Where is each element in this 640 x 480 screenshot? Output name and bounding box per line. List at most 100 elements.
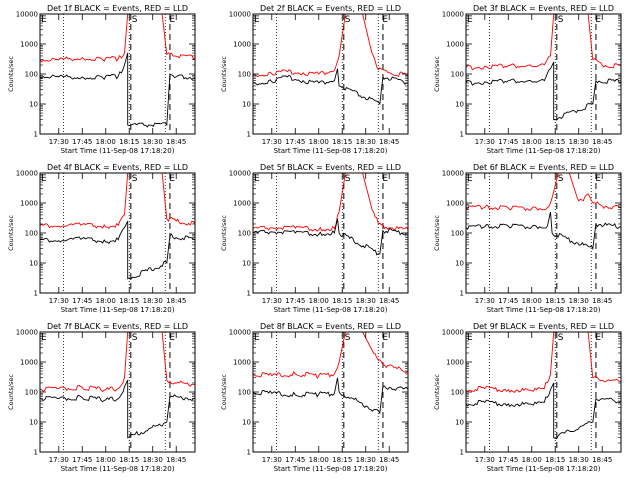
x-tick-label: 17:30 (49, 138, 69, 146)
x-tick-label: 18:00 (96, 138, 116, 146)
x-tick-label: 18:30 (569, 456, 589, 464)
y-tick-label: 10 (242, 260, 251, 268)
y-tick-label: 10000 (229, 170, 251, 178)
x-tick-label: 18:00 (309, 456, 329, 464)
x-tick-label: 18:15 (332, 456, 352, 464)
event-annotation-label: E (169, 15, 175, 25)
x-axis-label: Start Time (11-Sep-08 17:18:20) (487, 147, 601, 155)
y-axis-label: Counts/sec (220, 56, 228, 92)
x-tick-label: 18:15 (332, 297, 352, 305)
panel-det-3: Det 3f BLACK = Events, RED = LLD 1 10 100 10… (433, 4, 622, 155)
y-axis-label: Counts/sec (7, 215, 15, 251)
x-axis-label: Start Time (11-Sep-08 17:18:20) (61, 147, 175, 155)
x-tick-label: 18:00 (522, 456, 542, 464)
panel-det-6: Det 6f BLACK = Events, RED = LLD 1 10 100 10… (433, 163, 622, 314)
x-axis-label: Start Time (11-Sep-08 17:18:20) (61, 465, 175, 473)
panel-title: Det 7f BLACK = Events, RED = LLD (47, 322, 188, 331)
events-series-line (465, 382, 622, 440)
event-annotation-label: S (558, 15, 564, 25)
event-annotation-label: E (41, 15, 47, 25)
y-tick-label: 10000 (229, 329, 251, 337)
x-tick-label: 17:45 (498, 456, 518, 464)
event-annotation-label: S (345, 15, 351, 25)
x-tick-label: 17:45 (498, 138, 518, 146)
y-tick-label: 1000 (20, 359, 38, 367)
y-tick-label: 10000 (16, 170, 38, 178)
y-tick-label: 100 (238, 230, 251, 238)
y-tick-label: 100 (451, 71, 464, 79)
x-tick-label: 18:30 (356, 138, 376, 146)
y-tick-label: 1000 (446, 359, 464, 367)
y-tick-label: 1000 (446, 41, 464, 49)
panel-title: Det 6f BLACK = Events, RED = LLD (473, 163, 614, 172)
y-tick-label: 1000 (233, 41, 251, 49)
y-tick-label: 10 (455, 260, 464, 268)
lld-series-line (465, 172, 622, 212)
x-tick-label: 17:30 (475, 138, 495, 146)
y-tick-label: 10000 (442, 329, 464, 337)
x-tick-label: 18:15 (545, 138, 565, 146)
event-annotation-label: E (169, 174, 175, 184)
events-series-line (39, 52, 196, 128)
events-series-line (465, 61, 622, 121)
x-tick-label: 18:30 (143, 297, 163, 305)
events-series-line (252, 218, 409, 256)
event-annotation-label: S (558, 333, 564, 343)
events-series-line (39, 379, 196, 439)
y-tick-label: 10 (29, 101, 38, 109)
y-tick-label: 10 (455, 419, 464, 427)
x-tick-label: 18:15 (119, 456, 139, 464)
panel-det-8: Det 8f BLACK = Events, RED = LLD 1 10 100 10… (220, 322, 409, 473)
panel-det-7: Det 7f BLACK = Events, RED = LLD 1 10 100 10… (7, 322, 196, 473)
y-tick-label: 1 (460, 449, 464, 457)
x-axis-label: Start Time (11-Sep-08 17:18:20) (487, 306, 601, 314)
x-tick-label: 18:30 (569, 297, 589, 305)
x-tick-label: 18:45 (379, 297, 399, 305)
x-tick-label: 17:45 (72, 456, 92, 464)
y-tick-label: 100 (25, 389, 38, 397)
y-tick-label: 1000 (20, 200, 38, 208)
panel-det-5: Det 5f BLACK = Events, RED = LLD 1 10 100 10… (220, 163, 409, 314)
y-tick-label: 1 (34, 449, 38, 457)
x-tick-label: 17:45 (285, 297, 305, 305)
y-tick-label: 10 (455, 101, 464, 109)
y-tick-label: 1 (460, 131, 464, 139)
lld-series-line (252, 172, 409, 232)
x-tick-label: 18:45 (592, 138, 612, 146)
x-tick-label: 18:15 (545, 297, 565, 305)
x-tick-label: 18:00 (309, 138, 329, 146)
event-annotation-label: E (467, 333, 473, 343)
x-axis-label: Start Time (11-Sep-08 17:18:20) (61, 306, 175, 314)
event-annotation-label: E (254, 333, 260, 343)
x-tick-label: 18:30 (569, 138, 589, 146)
y-tick-label: 100 (25, 230, 38, 238)
panel-title: Det 4f BLACK = Events, RED = LLD (47, 163, 188, 172)
y-tick-label: 10000 (229, 11, 251, 19)
x-tick-label: 17:45 (72, 138, 92, 146)
x-tick-label: 17:45 (285, 138, 305, 146)
y-tick-label: 100 (238, 71, 251, 79)
events-series-line (39, 220, 196, 281)
x-tick-label: 17:45 (72, 297, 92, 305)
panel-title: Det 1f BLACK = Events, RED = LLD (47, 4, 188, 13)
x-tick-label: 17:45 (498, 297, 518, 305)
event-annotation-label: S (558, 174, 564, 184)
x-tick-label: 17:30 (262, 138, 282, 146)
y-tick-label: 10 (29, 419, 38, 427)
x-tick-label: 17:30 (49, 297, 69, 305)
x-tick-label: 17:30 (475, 456, 495, 464)
event-annotation-label: S (345, 333, 351, 343)
event-annotation-label: E (467, 174, 473, 184)
x-tick-label: 18:15 (119, 297, 139, 305)
y-tick-label: 1 (247, 131, 251, 139)
event-annotation-label: S (132, 333, 138, 343)
event-annotation-label: E (595, 333, 601, 343)
panel-det-1: Det 1f BLACK = Events, RED = LLD 1 10 100 10… (7, 4, 196, 155)
panel-title: Det 9f BLACK = Events, RED = LLD (473, 322, 614, 331)
event-annotation-label: E (382, 15, 388, 25)
x-tick-label: 18:15 (119, 138, 139, 146)
x-tick-label: 18:45 (379, 456, 399, 464)
events-series-line (252, 377, 409, 415)
y-axis-label: Counts/sec (433, 374, 441, 410)
